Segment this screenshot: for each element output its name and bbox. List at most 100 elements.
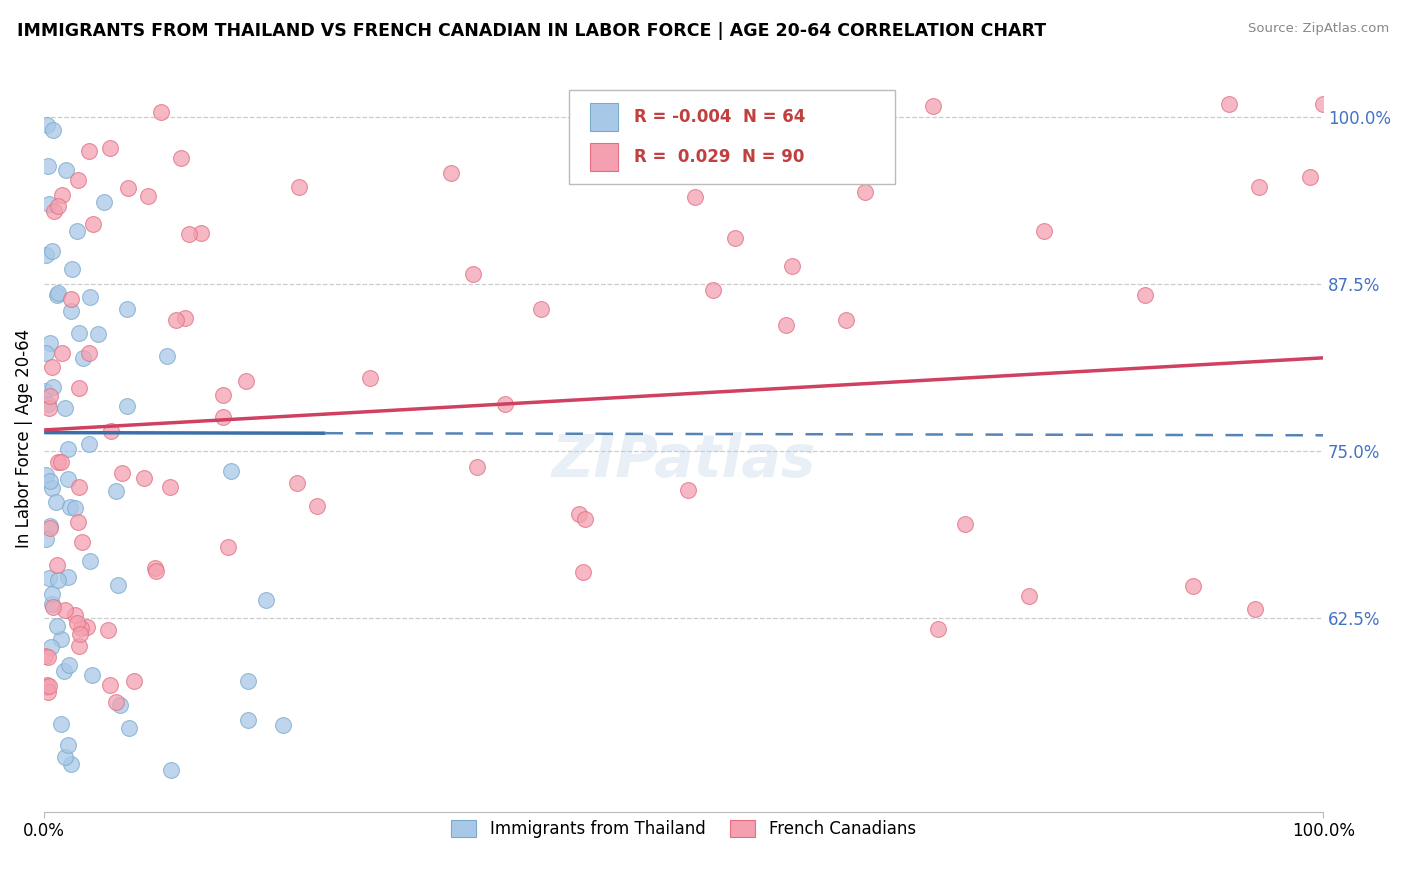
- Point: [285, 475, 308, 490]
- Text: Source: ZipAtlas.com: Source: ZipAtlas.com: [1249, 22, 1389, 36]
- Point: [51, 454, 73, 468]
- Point: [41, 481, 63, 495]
- Point: [683, 190, 706, 204]
- Point: [76, 620, 98, 634]
- Point: [34, 248, 56, 262]
- Text: ZIPatlas: ZIPatlas: [551, 432, 815, 489]
- Point: [79, 144, 101, 158]
- Point: [46, 286, 69, 301]
- Point: [41, 244, 63, 259]
- Point: [53, 401, 76, 416]
- Y-axis label: In Labor Force | Age 20-64: In Labor Force | Age 20-64: [15, 328, 32, 548]
- Point: [100, 425, 122, 439]
- Point: [35, 467, 58, 482]
- Point: [124, 673, 146, 688]
- Point: [465, 460, 488, 475]
- Point: [688, 121, 710, 136]
- Point: [46, 455, 69, 469]
- Point: [160, 763, 183, 777]
- Point: [67, 381, 90, 395]
- Legend: Immigrants from Thailand, French Canadians: Immigrants from Thailand, French Canadia…: [444, 814, 922, 845]
- Point: [93, 194, 115, 209]
- Point: [70, 535, 93, 549]
- Point: [35, 118, 58, 132]
- Point: [38, 197, 60, 211]
- Point: [38, 518, 60, 533]
- Point: [66, 515, 89, 529]
- Point: [56, 570, 79, 584]
- Point: [34, 648, 56, 663]
- Point: [80, 668, 103, 682]
- Point: [67, 326, 90, 340]
- Point: [1249, 180, 1271, 194]
- Point: [46, 573, 69, 587]
- Point: [143, 561, 166, 575]
- Point: [41, 597, 63, 611]
- Point: [676, 483, 699, 497]
- Point: [34, 532, 56, 546]
- Point: [762, 98, 785, 112]
- Point: [254, 592, 277, 607]
- FancyBboxPatch shape: [591, 103, 619, 131]
- Point: [775, 318, 797, 332]
- Point: [51, 187, 73, 202]
- Point: [46, 288, 69, 302]
- Point: [55, 163, 77, 178]
- FancyBboxPatch shape: [568, 90, 894, 184]
- Point: [37, 160, 59, 174]
- Point: [288, 179, 311, 194]
- Point: [108, 698, 131, 712]
- Point: [219, 464, 242, 478]
- Point: [1218, 97, 1240, 112]
- Point: [359, 370, 381, 384]
- Point: [530, 301, 553, 316]
- Point: [305, 499, 328, 513]
- Point: [67, 480, 90, 494]
- Point: [53, 603, 76, 617]
- Point: [1182, 579, 1205, 593]
- Point: [217, 540, 239, 554]
- Point: [56, 739, 79, 753]
- Point: [179, 227, 201, 241]
- Point: [56, 472, 79, 486]
- Text: R = -0.004  N = 64: R = -0.004 N = 64: [634, 108, 806, 126]
- Point: [58, 442, 80, 456]
- Point: [273, 718, 295, 732]
- Point: [111, 467, 134, 481]
- Point: [63, 608, 86, 623]
- Point: [42, 204, 65, 219]
- Point: [72, 351, 94, 365]
- Point: [165, 313, 187, 327]
- Point: [45, 495, 67, 509]
- Point: [1299, 170, 1322, 185]
- Point: [927, 622, 949, 636]
- Point: [170, 151, 193, 165]
- Point: [79, 290, 101, 304]
- Point: [463, 267, 485, 281]
- Point: [87, 327, 110, 342]
- Point: [69, 627, 91, 641]
- Point: [574, 512, 596, 526]
- Point: [105, 695, 128, 709]
- Point: [724, 231, 747, 245]
- Point: [46, 199, 69, 213]
- Point: [572, 565, 595, 579]
- Point: [77, 346, 100, 360]
- Point: [66, 224, 89, 238]
- Point: [568, 507, 591, 521]
- Point: [98, 140, 121, 154]
- Point: [60, 292, 83, 306]
- Point: [79, 553, 101, 567]
- Point: [97, 623, 120, 637]
- Point: [59, 304, 82, 318]
- Point: [59, 500, 82, 514]
- Point: [159, 480, 181, 494]
- Point: [118, 721, 141, 735]
- Point: [702, 283, 724, 297]
- Point: [35, 678, 58, 692]
- Point: [82, 217, 104, 231]
- Point: [134, 470, 156, 484]
- Point: [174, 310, 197, 325]
- Point: [77, 437, 100, 451]
- Point: [440, 166, 463, 180]
